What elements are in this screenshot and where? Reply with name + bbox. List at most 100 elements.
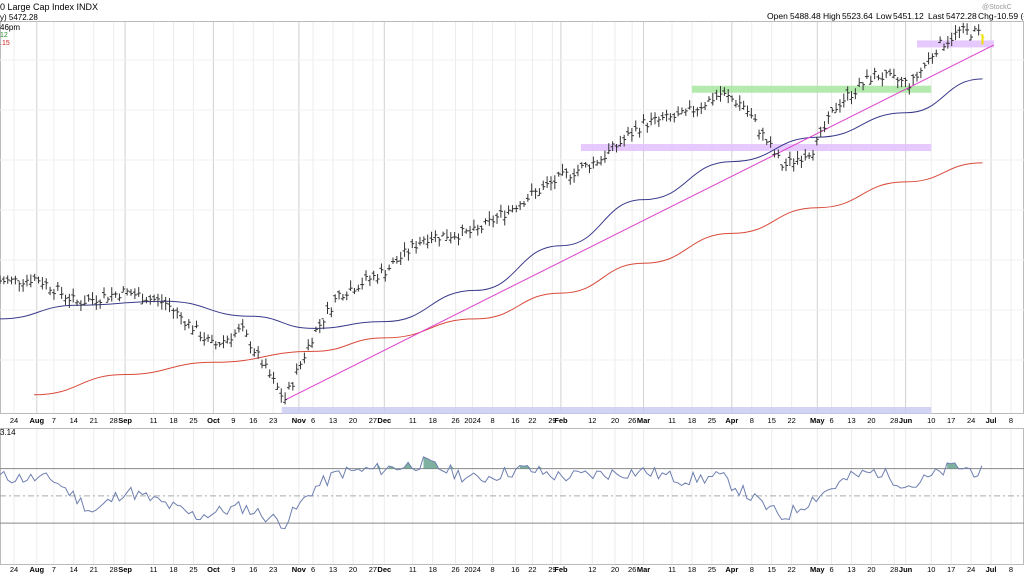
rsi-label: 3.14 — [0, 428, 16, 437]
x-tick-label: 22 — [528, 416, 536, 425]
rsi-x-tick-label: Sep — [118, 565, 132, 574]
x-tick-label: 11 — [409, 416, 417, 425]
x-tick-label: 12 — [588, 416, 596, 425]
rsi-x-tick-label: Aug — [29, 565, 44, 574]
header-vol-a: 12 — [0, 32, 8, 39]
rsi-x-tick-label: 20 — [867, 565, 875, 574]
x-tick-label: 20 — [349, 416, 357, 425]
rsi-x-tick-label: 11 — [668, 565, 676, 574]
x-tick-label: Apr — [725, 416, 738, 425]
rsi-x-tick-label: 24 — [10, 565, 18, 574]
x-tick-label: 21 — [90, 416, 98, 425]
x-tick-label: 26 — [451, 416, 459, 425]
x-tick-label: 8 — [750, 416, 754, 425]
x-tick-label: 18 — [429, 416, 437, 425]
x-tick-label: 8 — [490, 416, 494, 425]
x-tick-label: 20 — [867, 416, 875, 425]
x-tick-label: 17 — [947, 416, 955, 425]
rsi-x-tick-label: 11 — [150, 565, 158, 574]
x-tick-label: 9 — [231, 416, 235, 425]
x-tick-label: 2024 — [464, 416, 481, 425]
x-tick-label: 28 — [110, 416, 118, 425]
x-tick-label: 25 — [189, 416, 197, 425]
rsi-x-tick-label: 10 — [927, 565, 935, 574]
rsi-x-tick-label: Jun — [899, 565, 913, 574]
rsi-x-tick-label: 17 — [947, 565, 955, 574]
open-label: Open — [767, 11, 788, 21]
rsi-x-tick-label: 22 — [787, 565, 795, 574]
x-tick-label: 10 — [927, 416, 935, 425]
rsi-x-tick-label: 26 — [628, 565, 636, 574]
x-tick-label: 22 — [787, 416, 795, 425]
chg-label: Chg — [978, 11, 994, 21]
rsi-x-tick-label: May — [810, 565, 825, 574]
rsi-x-tick-label: 28 — [110, 565, 118, 574]
support-band — [581, 144, 931, 151]
last-value: 5472.28 — [946, 11, 977, 21]
x-tick-label: 7 — [52, 416, 56, 425]
rsi-x-tick-label: 15 — [768, 565, 776, 574]
rsi-x-tick-label: Nov — [292, 565, 307, 574]
x-tick-label: 11 — [150, 416, 158, 425]
header-vol-b: .15 — [0, 40, 10, 47]
x-tick-label: Nov — [292, 416, 307, 425]
header-line2: y) 5472.28 — [0, 13, 38, 22]
chart-title: 0 Large Cap Index INDX — [0, 2, 98, 12]
x-tick-label: 16 — [511, 416, 519, 425]
last-label: Last — [928, 11, 945, 21]
x-tick-label: 24 — [10, 416, 18, 425]
base-band — [282, 407, 931, 414]
rsi-x-tick-label: 25 — [189, 565, 197, 574]
rsi-x-tick-label: Apr — [725, 565, 738, 574]
x-tick-label: 27 — [369, 416, 377, 425]
rsi-x-tick-label: 8 — [1009, 565, 1013, 574]
x-tick-label: 25 — [708, 416, 716, 425]
x-tick-label: 28 — [890, 416, 898, 425]
rsi-x-tick-label: Jul — [986, 565, 997, 574]
rsi-x-tick-label: 6 — [829, 565, 833, 574]
rsi-x-tick-label: 8 — [490, 565, 494, 574]
rsi-x-tick-label: 13 — [847, 565, 855, 574]
rsi-x-tick-label: 25 — [708, 565, 716, 574]
rsi-x-tick-label: Oct — [207, 565, 220, 574]
rsi-x-tick-label: 26 — [451, 565, 459, 574]
rsi-x-tick-label: Mar — [637, 565, 650, 574]
x-tick-label: Jun — [899, 416, 913, 425]
chg-value: -10.59 (- — [994, 11, 1024, 21]
rsi-x-tick-label: 2024 — [464, 565, 481, 574]
watermark: @StockC — [982, 4, 1012, 11]
rsi-x-tick-label: 7 — [52, 565, 56, 574]
x-tick-label: 26 — [628, 416, 636, 425]
x-tick-label: Jul — [986, 416, 997, 425]
header-time: 46pm — [0, 23, 20, 32]
x-tick-label: Dec — [377, 416, 391, 425]
x-tick-label: 15 — [768, 416, 776, 425]
rsi-x-tick-label: 24 — [967, 565, 975, 574]
x-tick-label: 23 — [269, 416, 277, 425]
low-value: 5451.12 — [893, 11, 924, 21]
rsi-x-tick-label: 20 — [349, 565, 357, 574]
rsi-x-tick-label: 11 — [409, 565, 417, 574]
rsi-x-tick-label: 18 — [429, 565, 437, 574]
x-tick-label: 24 — [967, 416, 975, 425]
x-tick-label: 16 — [249, 416, 257, 425]
open-value: 5488.48 — [790, 11, 821, 21]
x-tick-label: Feb — [554, 416, 568, 425]
x-tick-label: 14 — [70, 416, 78, 425]
x-tick-label: 18 — [169, 416, 177, 425]
rsi-x-tick-label: 18 — [169, 565, 177, 574]
x-tick-label: 20 — [611, 416, 619, 425]
rsi-x-tick-label: Feb — [554, 565, 568, 574]
x-tick-label: Oct — [207, 416, 220, 425]
rsi-x-tick-label: 8 — [750, 565, 754, 574]
rsi-x-tick-label: 9 — [231, 565, 235, 574]
rsi-x-tick-label: 21 — [90, 565, 98, 574]
rsi-x-tick-label: 18 — [688, 565, 696, 574]
rsi-x-tick-label: 16 — [249, 565, 257, 574]
x-tick-label: 13 — [329, 416, 337, 425]
x-tick-label: 13 — [847, 416, 855, 425]
x-tick-label: 11 — [668, 416, 676, 425]
rsi-x-tick-label: 6 — [311, 565, 315, 574]
